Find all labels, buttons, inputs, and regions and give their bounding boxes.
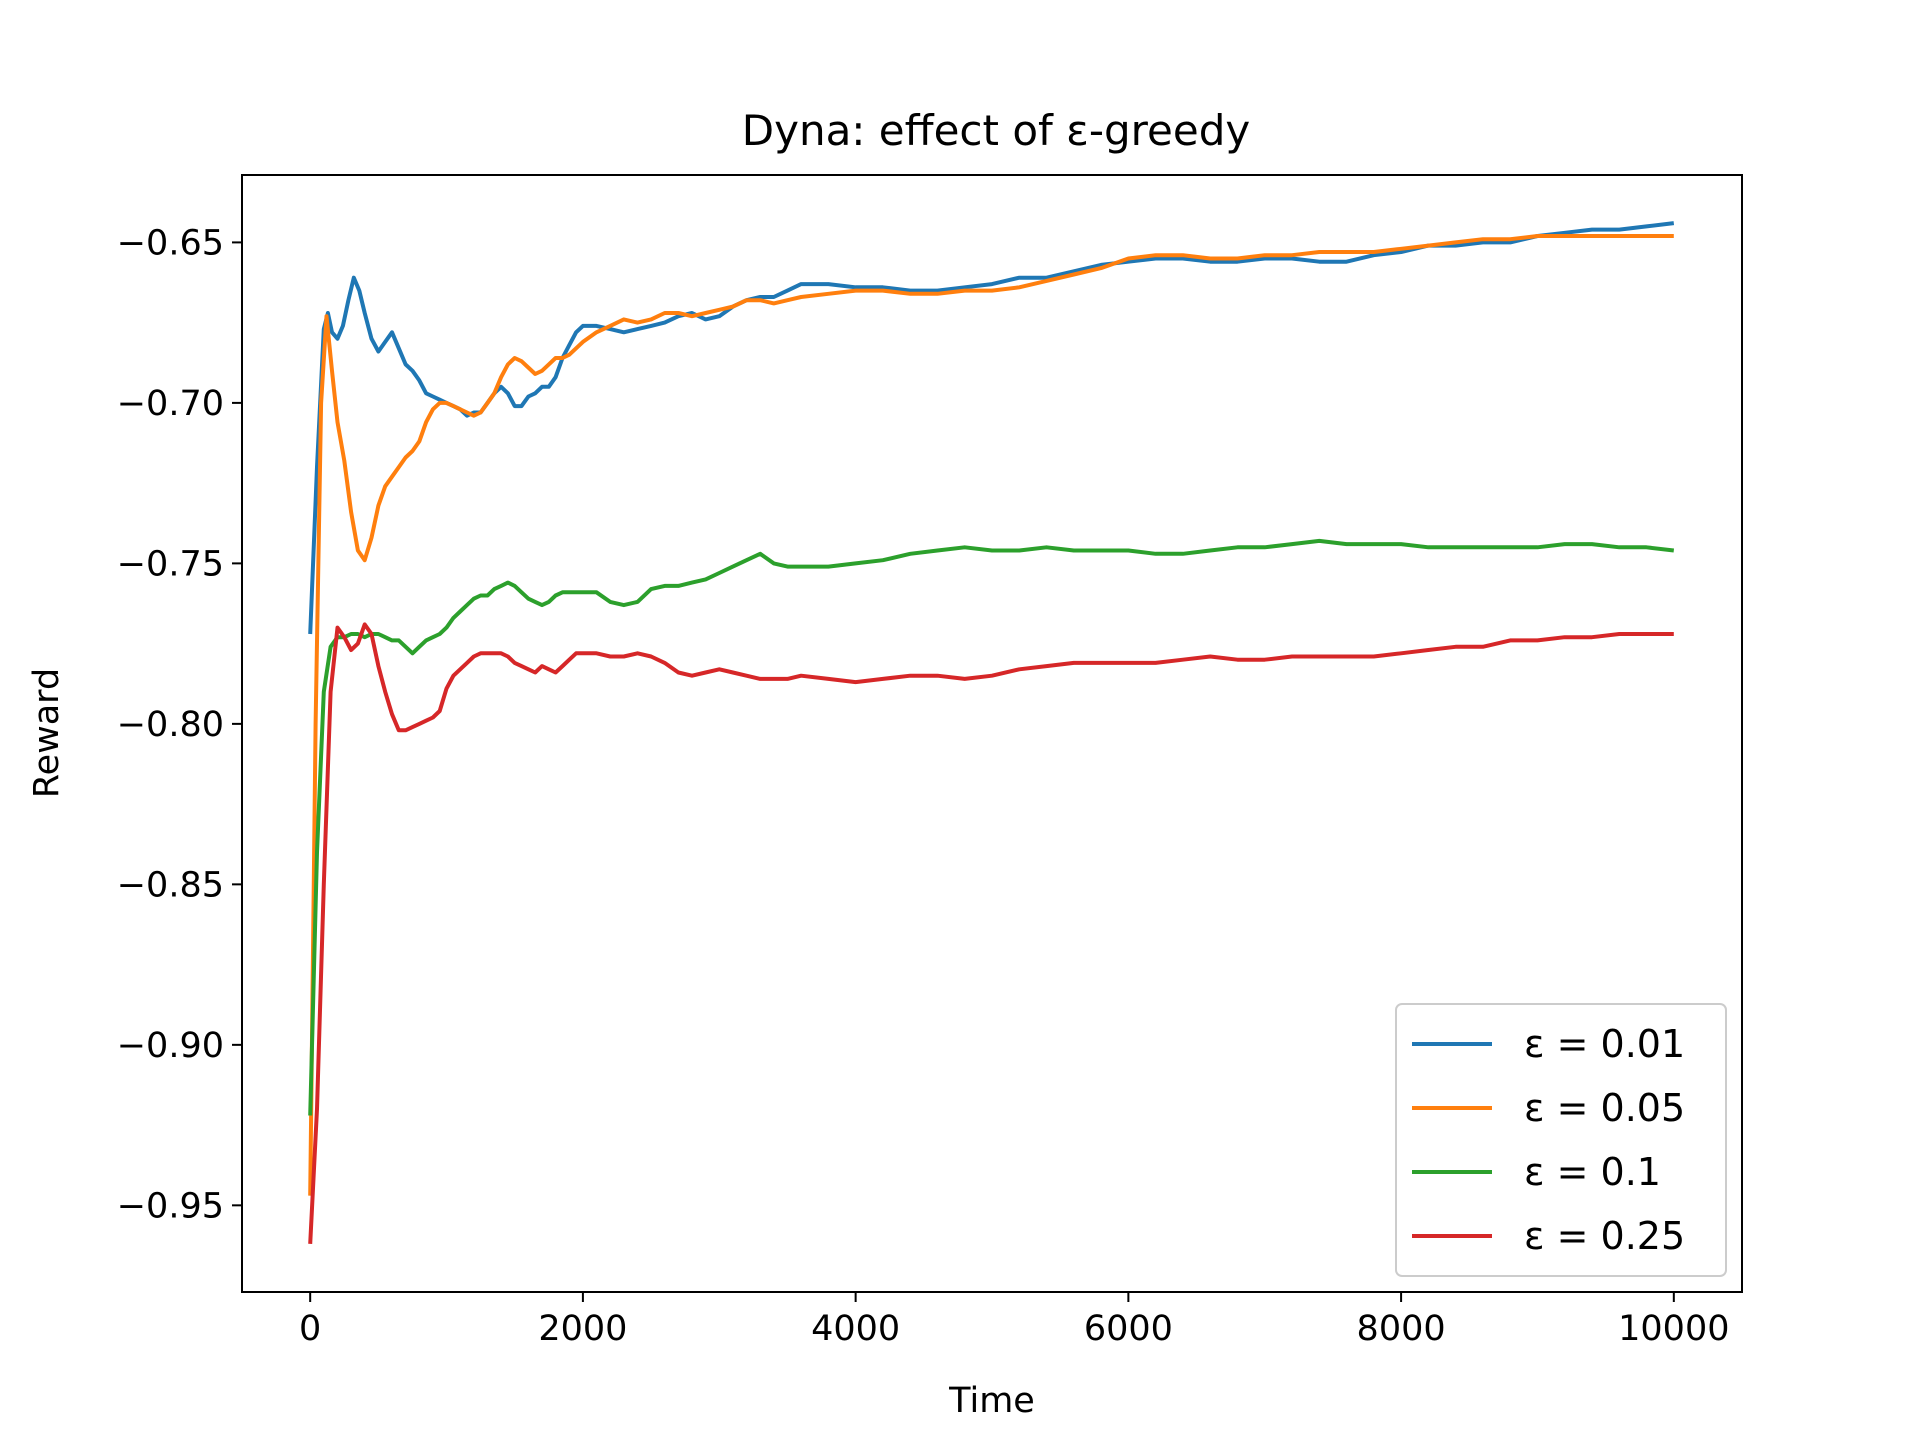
legend-label-3: ε = 0.1 bbox=[1524, 1150, 1661, 1194]
x-tick-label: 10000 bbox=[1618, 1309, 1729, 1349]
y-tick-label: −0.95 bbox=[117, 1186, 224, 1226]
x-tick-label: 2000 bbox=[538, 1309, 627, 1349]
series-line-2 bbox=[308, 234, 1674, 1196]
legend: ε = 0.01 ε = 0.05 ε = 0.1 ε = 0.25 bbox=[1395, 1003, 1727, 1277]
series-line-3 bbox=[308, 538, 1675, 1116]
y-tick-label: −0.65 bbox=[117, 223, 224, 263]
plot-frame bbox=[241, 174, 1743, 1293]
y-tick-label: −0.80 bbox=[117, 705, 224, 745]
x-axis: 0 2000 4000 6000 8000 10000 bbox=[299, 1292, 1729, 1349]
plot-series bbox=[308, 221, 1675, 1245]
y-tick-label: −0.70 bbox=[117, 384, 224, 424]
legend-box bbox=[1395, 1003, 1727, 1277]
y-tick-label: −0.90 bbox=[117, 1026, 224, 1066]
legend-label-4: ε = 0.25 bbox=[1524, 1214, 1685, 1258]
y-axis-label: Reward bbox=[27, 668, 67, 798]
y-axis: −0.95 −0.90 −0.85 −0.80 −0.75 −0.70 −0.65 bbox=[117, 223, 242, 1226]
x-tick-label: 4000 bbox=[811, 1309, 900, 1349]
x-tick-label: 8000 bbox=[1357, 1309, 1446, 1349]
legend-label-2: ε = 0.05 bbox=[1524, 1086, 1685, 1130]
y-tick-label: −0.85 bbox=[117, 865, 224, 905]
x-axis-label: Time bbox=[948, 1381, 1035, 1421]
legend-label-1: ε = 0.01 bbox=[1524, 1022, 1685, 1066]
series-line-4 bbox=[308, 622, 1674, 1245]
chart-title: Dyna: effect of ε-greedy bbox=[742, 106, 1250, 155]
y-tick-label: −0.75 bbox=[117, 544, 224, 584]
x-tick-label: 6000 bbox=[1084, 1309, 1173, 1349]
x-tick-label: 0 bbox=[299, 1309, 321, 1349]
series-line-1 bbox=[308, 221, 1675, 635]
